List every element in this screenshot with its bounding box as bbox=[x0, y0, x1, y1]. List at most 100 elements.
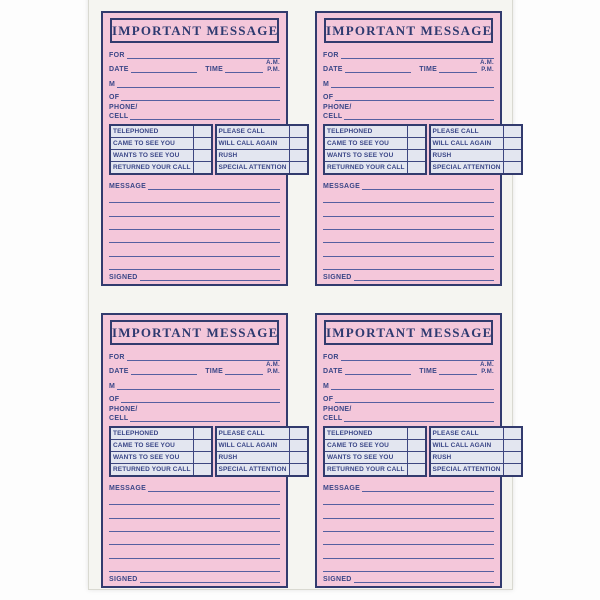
cell-label: CELL bbox=[323, 414, 343, 422]
for-blank-line bbox=[340, 359, 494, 362]
checkbox-cell bbox=[502, 426, 523, 440]
signed-blank-line bbox=[353, 279, 494, 281]
checklist-row: SPECIAL ATTENTION bbox=[215, 160, 309, 175]
m-field: M bbox=[323, 375, 494, 390]
am-label: A.M. bbox=[266, 59, 280, 66]
checklist-label: WANTS TO SEE YOU bbox=[109, 450, 194, 464]
checklist-row: PLEASE CALL bbox=[215, 426, 309, 440]
checklist-right-column: PLEASE CALL WILL CALL AGAIN RUSH SPECIAL… bbox=[214, 425, 309, 477]
checkbox-cell bbox=[502, 450, 523, 464]
checklist-label: CAME TO SEE YOU bbox=[109, 438, 194, 452]
pm-label: P.M. bbox=[481, 66, 494, 73]
date-time-field: DATE TIME A.M. P.M. bbox=[323, 361, 494, 376]
checkbox-cell bbox=[502, 462, 523, 477]
checklist-label: RETURNED YOUR CALL bbox=[323, 160, 408, 175]
m-label: M bbox=[323, 382, 330, 390]
checkbox-cell bbox=[288, 462, 309, 477]
checklist-label: RUSH bbox=[215, 450, 290, 464]
date-blank-line bbox=[130, 71, 198, 74]
checklist-right-column: PLEASE CALL WILL CALL AGAIN RUSH SPECIAL… bbox=[428, 425, 523, 477]
checklist-row: RETURNED YOUR CALL bbox=[109, 160, 213, 175]
phone-label: PHONE/ bbox=[109, 103, 138, 111]
message-ruled-line bbox=[109, 230, 280, 244]
of-field: OF bbox=[109, 390, 280, 403]
checklist-label: PLEASE CALL bbox=[215, 426, 290, 440]
message-label: MESSAGE bbox=[323, 182, 361, 190]
for-field: FOR bbox=[109, 347, 280, 362]
checkbox-cell bbox=[406, 124, 427, 138]
date-blank-line bbox=[344, 373, 412, 376]
checkbox-cell bbox=[192, 124, 213, 138]
checklist-label: SPECIAL ATTENTION bbox=[215, 462, 290, 477]
message-label: MESSAGE bbox=[109, 182, 147, 190]
checklist-table: TELEPHONED CAME TO SEE YOU WANTS TO SEE … bbox=[109, 425, 309, 477]
of-field: OF bbox=[323, 88, 494, 101]
signed-blank-line bbox=[139, 581, 280, 583]
checkbox-cell bbox=[502, 124, 523, 138]
message-ruled-line bbox=[323, 203, 494, 217]
checklist-row: TELEPHONED bbox=[323, 426, 427, 440]
message-ruled-line bbox=[323, 505, 494, 519]
of-field: OF bbox=[323, 390, 494, 403]
checkbox-cell bbox=[406, 148, 427, 162]
time-label: TIME bbox=[419, 368, 438, 376]
checkbox-cell bbox=[502, 160, 523, 175]
checkbox-cell bbox=[192, 450, 213, 464]
phone-cell-field: PHONE/ CELL bbox=[109, 406, 280, 422]
pm-label: P.M. bbox=[481, 368, 494, 375]
checkbox-cell bbox=[288, 124, 309, 138]
date-time-field: DATE TIME A.M. P.M. bbox=[323, 59, 494, 74]
checkbox-cell bbox=[192, 160, 213, 175]
am-label: A.M. bbox=[480, 59, 494, 66]
checklist-row: WANTS TO SEE YOU bbox=[323, 148, 427, 162]
checklist-row: CAME TO SEE YOU bbox=[109, 136, 213, 150]
message-ruled-line bbox=[323, 217, 494, 231]
time-blank-line bbox=[439, 71, 478, 74]
for-label: FOR bbox=[323, 354, 339, 362]
message-ruled-line bbox=[109, 545, 280, 559]
cell-blank-line bbox=[130, 118, 280, 120]
checklist-row: RUSH bbox=[429, 450, 523, 464]
message-ruled-line bbox=[109, 217, 280, 231]
checklist-label: WILL CALL AGAIN bbox=[215, 438, 290, 452]
card-title: IMPORTANT MESSAGE bbox=[324, 18, 493, 43]
time-label: TIME bbox=[419, 66, 438, 74]
message-ruled-line bbox=[109, 203, 280, 217]
checkbox-cell bbox=[192, 426, 213, 440]
cell-label: CELL bbox=[323, 112, 343, 120]
for-label: FOR bbox=[323, 52, 339, 60]
checkbox-cell bbox=[288, 426, 309, 440]
for-blank-line bbox=[126, 359, 280, 362]
checklist-row: RETURNED YOUR CALL bbox=[323, 160, 427, 175]
m-label: M bbox=[323, 80, 330, 88]
phone-cell-field: PHONE/ CELL bbox=[109, 104, 280, 120]
signed-blank-line bbox=[353, 581, 494, 583]
checklist-label: PLEASE CALL bbox=[429, 124, 504, 138]
checklist-label: SPECIAL ATTENTION bbox=[429, 160, 504, 175]
message-ruled-line bbox=[109, 243, 280, 257]
card-title: IMPORTANT MESSAGE bbox=[110, 320, 279, 345]
checklist-label: TELEPHONED bbox=[323, 124, 408, 138]
message-ruled-line bbox=[109, 257, 280, 271]
checkbox-cell bbox=[502, 148, 523, 162]
pm-label: P.M. bbox=[267, 66, 280, 73]
m-blank-line bbox=[331, 86, 494, 88]
checklist-row: WILL CALL AGAIN bbox=[429, 136, 523, 150]
checklist-row: WILL CALL AGAIN bbox=[215, 438, 309, 452]
checkbox-cell bbox=[192, 136, 213, 150]
checklist-table: TELEPHONED CAME TO SEE YOU WANTS TO SEE … bbox=[323, 123, 523, 175]
message-blank-line bbox=[148, 490, 280, 492]
checklist-label: WANTS TO SEE YOU bbox=[323, 148, 408, 162]
checklist-label: PLEASE CALL bbox=[429, 426, 504, 440]
message-label: MESSAGE bbox=[323, 484, 361, 492]
checkbox-cell bbox=[192, 438, 213, 452]
checklist-label: WANTS TO SEE YOU bbox=[323, 450, 408, 464]
checklist-row: WILL CALL AGAIN bbox=[429, 438, 523, 452]
message-ruled-line bbox=[109, 190, 280, 204]
checklist-label: WILL CALL AGAIN bbox=[429, 438, 504, 452]
checklist-table: TELEPHONED CAME TO SEE YOU WANTS TO SEE … bbox=[323, 425, 523, 477]
signed-label: SIGNED bbox=[109, 576, 138, 583]
card-slot-top-left: IMPORTANT MESSAGE FOR DATE TIME A.M. P.M… bbox=[101, 11, 309, 286]
checklist-row: WANTS TO SEE YOU bbox=[109, 450, 213, 464]
